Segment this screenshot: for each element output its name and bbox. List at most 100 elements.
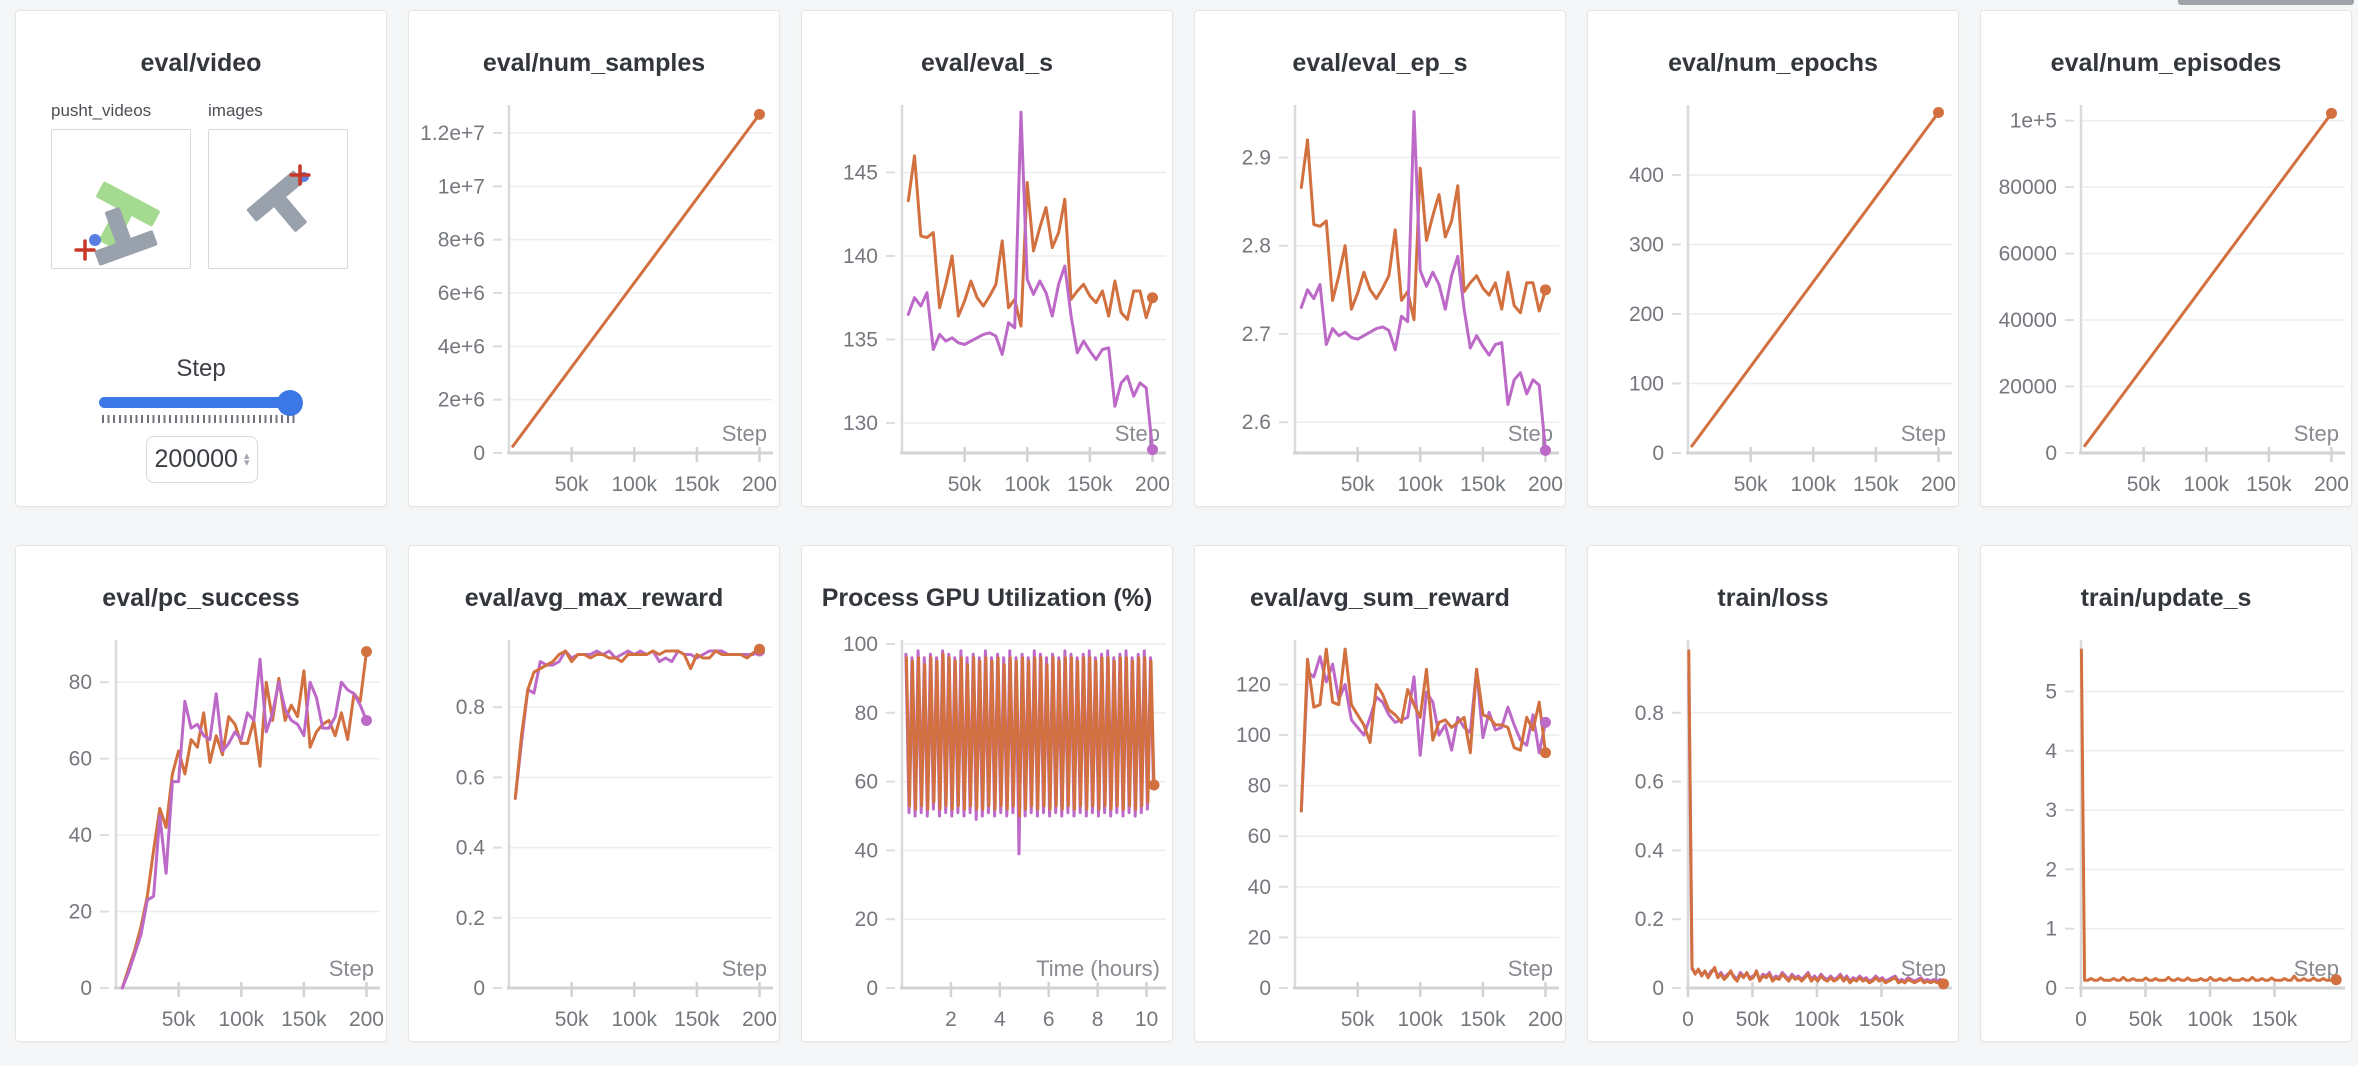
x-tick-label: 2: [945, 1008, 957, 1031]
agent-dot-icon: [89, 234, 101, 246]
x-tick-label: 200: [1921, 473, 1956, 496]
x-tick-label: 150k: [1460, 1008, 1506, 1031]
chart-canvas[interactable]: 0 20 40 60 80 100 120 50k 100k 150k 200 Step: [1195, 636, 1567, 1039]
stepper-up-icon[interactable]: ▴: [243, 449, 250, 462]
chart-canvas[interactable]: 0 20 40 60 80 50k 100k 150k 200 Step: [16, 636, 388, 1039]
x-tick-label: 6: [1043, 1008, 1055, 1031]
series-end-dot-orange: [753, 643, 765, 655]
chart-canvas[interactable]: 0 20000 40000 60000 80000 1e+5 50k 100k 150k 200 S…: [1981, 101, 2353, 504]
y-tick-label: 0: [1652, 442, 1664, 465]
gray-t-agent: [94, 207, 158, 266]
series-line-orange: [904, 652, 1156, 818]
x-axis-label: Step: [722, 421, 767, 446]
chart-panel-gpu-utilization[interactable]: Process GPU Utilization (%) 0 20 40 60 80 100…: [801, 545, 1173, 1042]
chart-title: eval/num_samples: [482, 49, 706, 77]
y-tick-label: 140: [843, 245, 878, 268]
chart-panel-num-epochs[interactable]: eval/num_epochs 0 100 200 300 400 50k 100k 150k…: [1587, 10, 1959, 507]
y-tick-label: 0.2: [456, 907, 485, 930]
y-tick-label: 0: [473, 977, 485, 1000]
y-tick-label: 2: [2045, 858, 2057, 881]
series-line-orange: [906, 154, 1154, 328]
y-tick-label: 0.6: [456, 766, 485, 789]
y-tick-label: 1.2e+7: [420, 122, 485, 145]
media-panel-title: eval/video: [140, 49, 262, 77]
x-tick-label: 100k: [1397, 1008, 1443, 1031]
x-tick-label: 200: [742, 473, 777, 496]
series-line-orange: [2083, 111, 2333, 448]
y-tick-label: 4: [2045, 740, 2057, 763]
y-tick-label: 145: [843, 161, 878, 184]
step-slider-label: Step: [176, 355, 226, 382]
pusht-video-frame: [74, 181, 160, 266]
pusht-video-thumbnail[interactable]: [51, 129, 191, 269]
y-tick-label: 2.8: [1242, 235, 1271, 258]
chart-panel-train-update-s[interactable]: train/update_s 0 1 2 3 4 5 0 50k 100k 150k Step: [1980, 545, 2352, 1042]
series-line-orange: [1299, 647, 1547, 813]
y-tick-label: 40: [1248, 876, 1271, 899]
chart-title: train/update_s: [2080, 584, 2252, 612]
y-tick-label: 20: [1248, 926, 1271, 949]
chart-canvas[interactable]: 0 1 2 3 4 5 0 50k 100k 150k Step: [1981, 636, 2353, 1039]
chart-panel-eval-s[interactable]: eval/eval_s 130 135 140 145 50k 100k 150k 200 St…: [801, 10, 1173, 507]
step-stepper[interactable]: ▴ ▾: [243, 449, 250, 469]
step-input-value[interactable]: 200000: [154, 445, 238, 473]
chart-title: Process GPU Utilization (%): [821, 584, 1153, 612]
series-end-dot-orange: [1148, 779, 1160, 791]
x-axis-label: Step: [2294, 956, 2339, 981]
stepper-down-icon[interactable]: ▾: [243, 456, 250, 469]
y-tick-label: 80: [69, 671, 92, 694]
chart-canvas[interactable]: 0 100 200 300 400 50k 100k 150k 200 Step: [1588, 101, 1960, 504]
chart-panel-num-samples[interactable]: eval/num_samples 0 2e+6 4e+6 6e+6 8e+6 1e+7 1.…: [408, 10, 780, 507]
chart-panel-eval-ep-s[interactable]: eval/eval_ep_s 2.6 2.7 2.8 2.9 50k 100k 150k 20…: [1194, 10, 1566, 507]
scrollbar-thumb[interactable]: [2178, 0, 2354, 5]
y-tick-label: 0: [80, 977, 92, 1000]
chart-panel-avg-max-reward[interactable]: eval/avg_max_reward 0 0.2 0.4 0.6 0.8 50k 100k…: [408, 545, 780, 1042]
series-end-dot-orange: [1539, 284, 1551, 296]
y-tick-label: 20: [69, 901, 92, 924]
step-slider[interactable]: [99, 397, 301, 408]
chart-canvas[interactable]: 0 0.2 0.4 0.6 0.8 50k 100k 150k 200 Step: [409, 636, 781, 1039]
chart-title: eval/pc_success: [102, 584, 300, 612]
media-panel-eval-video[interactable]: eval/video pusht_videos images: [15, 10, 387, 507]
chart-panel-avg-sum-reward[interactable]: eval/avg_sum_reward 0 20 40 60 80 100 120 50k 10…: [1194, 545, 1566, 1042]
x-tick-label: 150k: [1067, 473, 1113, 496]
images-thumbnail[interactable]: [208, 129, 348, 269]
step-slider-thumb[interactable]: [277, 390, 303, 416]
y-tick-label: 2.6: [1242, 411, 1271, 434]
x-tick-label: 100k: [1790, 473, 1836, 496]
x-tick-label: 50k: [555, 473, 589, 496]
y-tick-label: 0: [1259, 977, 1271, 1000]
chart-panel-num-episodes[interactable]: eval/num_episodes 0 20000 40000 60000 80000 1…: [1980, 10, 2352, 507]
chart-title: eval/num_episodes: [2050, 49, 2282, 77]
y-tick-label: 40: [69, 824, 92, 847]
y-tick-label: 300: [1629, 234, 1664, 257]
series-end-dot-purple: [1539, 444, 1551, 456]
y-tick-label: 20: [855, 908, 878, 931]
chart-canvas[interactable]: 0 20 40 60 80 100 2 4 6 8 10 Time (hours): [802, 636, 1174, 1039]
chart-title: eval/eval_s: [920, 49, 1054, 77]
series-end-dot-purple: [360, 714, 372, 726]
y-tick-label: 0.6: [1635, 771, 1664, 794]
y-tick-label: 80: [855, 702, 878, 725]
series-line-purple: [1299, 110, 1547, 452]
series-end-dot-orange: [753, 108, 765, 120]
x-tick-label: 4: [994, 1008, 1006, 1031]
goal-cross-icon: [289, 164, 311, 186]
step-input[interactable]: 200000 ▴ ▾: [146, 436, 258, 483]
series-end-dot-orange: [2330, 974, 2342, 986]
series-end-dot-orange: [360, 646, 372, 658]
x-tick-label: 150k: [2246, 473, 2292, 496]
step-slider-ticks: [102, 415, 296, 423]
y-tick-label: 8e+6: [438, 229, 485, 252]
chart-canvas[interactable]: 0 2e+6 4e+6 6e+6 8e+6 1e+7 1.2e+7 50k 100k 150k 20…: [409, 101, 781, 504]
series-end-dot-orange: [1146, 292, 1158, 304]
y-tick-label: 60: [855, 771, 878, 794]
y-tick-label: 0: [2045, 442, 2057, 465]
chart-panel-pc-success[interactable]: eval/pc_success 0 20 40 60 80 50k 100k 150k 200 S…: [15, 545, 387, 1042]
y-tick-label: 2.9: [1242, 147, 1271, 170]
x-tick-label: 50k: [1341, 1008, 1375, 1031]
chart-panel-train-loss[interactable]: train/loss 0 0.2 0.4 0.6 0.8 0 50k 100k 150k Step: [1587, 545, 1959, 1042]
